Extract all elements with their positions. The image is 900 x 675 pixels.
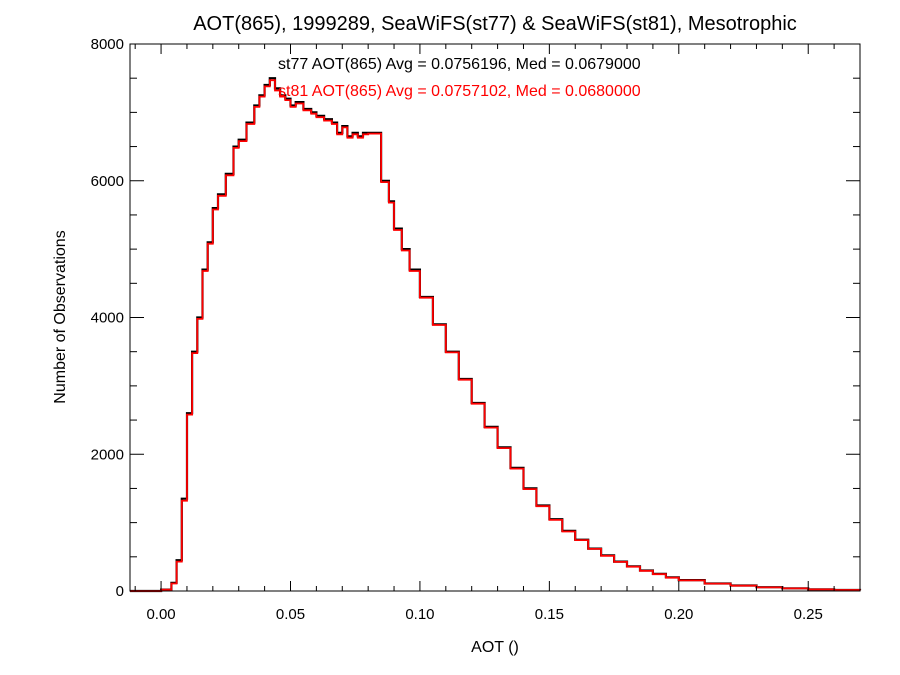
y-tick-label: 2000 [91, 446, 124, 463]
x-tick-label: 0.10 [405, 606, 434, 623]
y-axis-label: Number of Observations [52, 230, 69, 403]
x-tick-label: 0.15 [535, 606, 564, 623]
series-1-line [130, 79, 861, 592]
y-axis: 0 2000 4000 6000 8000 [91, 36, 860, 600]
chart-title: AOT(865), 1999289, SeaWiFS(st77) & SeaWi… [193, 13, 797, 35]
annotation-st77: st77 AOT(865) Avg = 0.0756196, Med = 0.0… [278, 56, 641, 73]
x-tick-label: 0.20 [664, 606, 693, 623]
y-tick-label: 6000 [91, 173, 124, 190]
x-axis: 0.00 0.05 0.10 0.15 0.20 0.25 [134, 44, 835, 623]
x-tick-label: 0.05 [276, 606, 305, 623]
x-axis-label: AOT () [471, 639, 519, 656]
x-tick-label: 0.00 [146, 606, 175, 623]
annotation-st81: st81 AOT(865) Avg = 0.0757102, Med = 0.0… [278, 83, 641, 100]
x-tick-label: 0.25 [794, 606, 823, 623]
y-tick-label: 8000 [91, 36, 124, 53]
series-layer [130, 77, 862, 593]
y-tick-label: 0 [116, 583, 124, 600]
y-tick-label: 4000 [91, 310, 124, 327]
